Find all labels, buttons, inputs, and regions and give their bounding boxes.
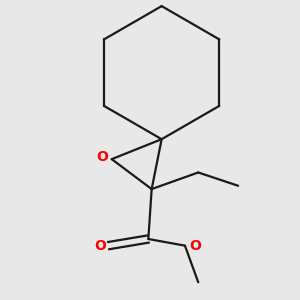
Text: O: O [94,239,106,253]
Text: O: O [189,239,201,253]
Text: O: O [97,151,109,164]
